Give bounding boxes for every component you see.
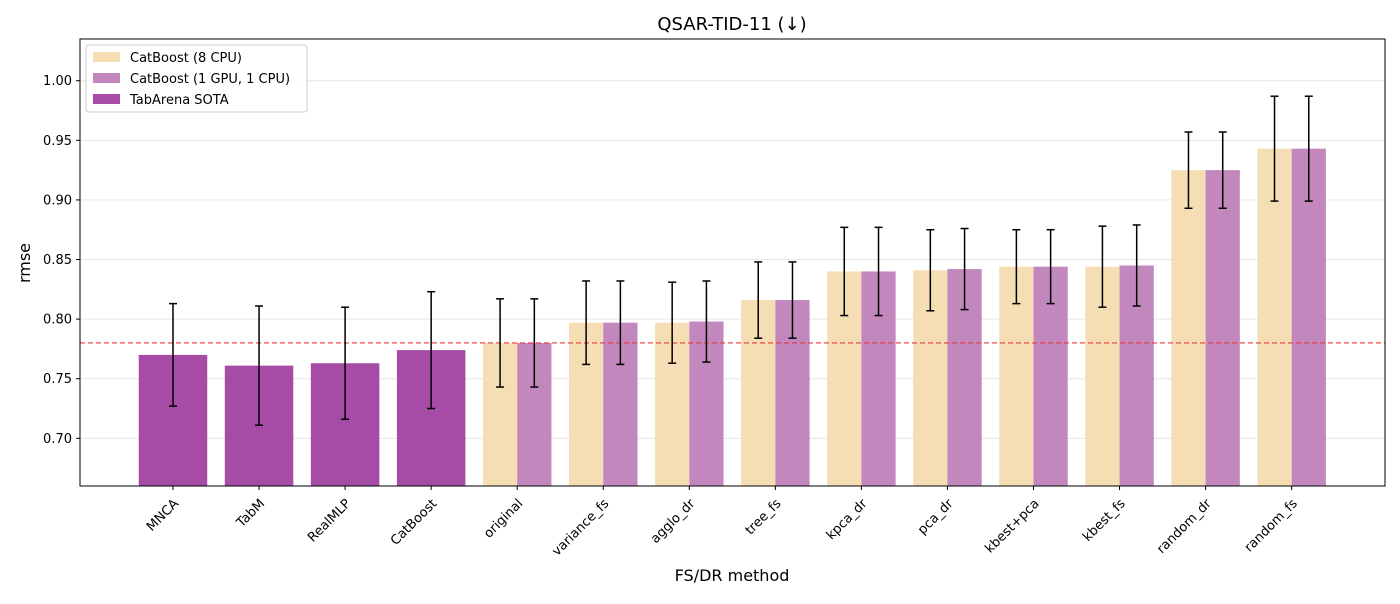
errorbar-catboost-8cpu-6 <box>668 281 677 364</box>
errorbar-catboost-8cpu-9 <box>926 228 935 312</box>
errorbar-catboost-8cpu-8 <box>840 226 849 317</box>
legend-swatch-1 <box>93 73 120 83</box>
x-axis-label: FS/DR method <box>675 566 790 585</box>
errorbar-catboost-8cpu-7 <box>754 261 763 339</box>
legend-swatch-2 <box>93 94 120 104</box>
y-tick-label-3: 0.85 <box>43 253 72 268</box>
y-axis-label: rmse <box>15 243 34 283</box>
plot-frame <box>79 38 1386 487</box>
errorbar-catboost-8cpu-10 <box>1012 228 1021 305</box>
chart-title: QSAR-TID-11 (↓) <box>657 14 806 35</box>
errorbar-catboost-8cpu-5 <box>582 280 591 366</box>
y-tick-label-1: 0.75 <box>43 372 72 387</box>
y-tick-label-2: 0.80 <box>43 313 72 328</box>
errorbar-catboost-gpu-4 <box>530 298 539 388</box>
errorbar-catboost-8cpu-11 <box>1098 225 1107 308</box>
legend: CatBoost (8 CPU) CatBoost (1 GPU, 1 CPU) T… <box>85 44 308 113</box>
y-tick-label-0: 0.70 <box>43 432 72 447</box>
errorbar-tabarena-sota-2 <box>341 306 350 420</box>
bar-catboost-gpu-12 <box>1205 170 1240 486</box>
errorbar-catboost-gpu-12 <box>1218 131 1227 210</box>
grid-layer <box>80 80 1385 439</box>
legend-label-2: TabArena SOTA <box>129 93 229 108</box>
bar-catboost-8cpu-12 <box>1171 170 1206 486</box>
errorbar-catboost-gpu-10 <box>1046 228 1055 305</box>
y-tick-label-6: 1.00 <box>43 74 72 89</box>
legend-label-1: CatBoost (1 GPU, 1 CPU) <box>130 72 290 87</box>
error-bar-layer <box>169 95 1313 426</box>
errorbar-catboost-gpu-8 <box>874 226 883 317</box>
bar-catboost-gpu-13 <box>1291 148 1326 486</box>
errorbar-catboost-gpu-6 <box>702 280 711 363</box>
y-tick-label-4: 0.90 <box>43 193 72 208</box>
errorbar-catboost-gpu-7 <box>788 261 797 339</box>
errorbar-tabarena-sota-1 <box>255 305 264 426</box>
errorbar-catboost-gpu-5 <box>616 280 625 366</box>
legend-label-0: CatBoost (8 CPU) <box>130 51 242 66</box>
legend-box <box>85 44 308 113</box>
errorbar-tabarena-sota-3 <box>427 290 436 410</box>
errorbar-catboost-gpu-13 <box>1304 95 1313 202</box>
legend-swatch-0 <box>93 52 120 62</box>
bar-catboost-8cpu-13 <box>1257 148 1292 486</box>
errorbar-catboost-8cpu-4 <box>496 298 505 388</box>
errorbar-catboost-gpu-11 <box>1132 224 1141 307</box>
errorbar-tabarena-sota-0 <box>169 302 177 407</box>
errorbar-catboost-8cpu-13 <box>1270 95 1279 202</box>
errorbar-catboost-8cpu-12 <box>1184 131 1193 210</box>
y-tick-label-5: 0.95 <box>43 134 72 149</box>
errorbar-catboost-gpu-9 <box>960 227 969 311</box>
